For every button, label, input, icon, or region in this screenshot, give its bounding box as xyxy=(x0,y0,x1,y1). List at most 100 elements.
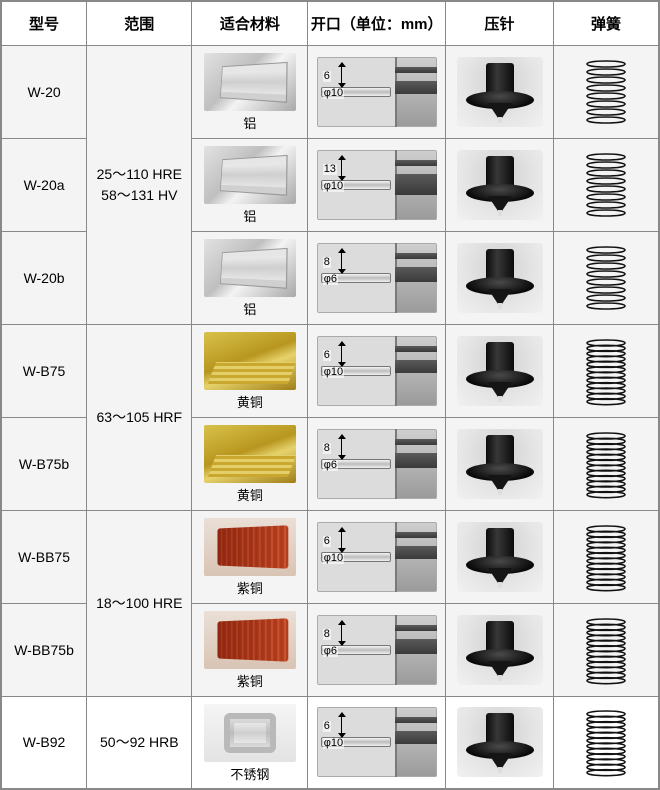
spring-cell xyxy=(553,510,659,603)
material-cell: 紫铜 xyxy=(192,510,308,603)
opening-diagram: 8φ6 xyxy=(317,243,437,313)
opening-slot xyxy=(395,346,437,352)
model-cell: W-B92 xyxy=(1,696,87,789)
dimension-arrow-icon xyxy=(341,528,351,552)
opening-cell: 6φ10 xyxy=(308,510,446,603)
opening-slot xyxy=(395,160,437,166)
dimension-arrow-icon xyxy=(341,342,351,366)
spring-cell xyxy=(553,324,659,417)
opening-diameter-value: φ6 xyxy=(323,460,338,471)
spring-icon xyxy=(581,242,631,314)
material-label: 黄铜 xyxy=(192,485,307,504)
opening-slot xyxy=(395,625,437,631)
indenter-tip xyxy=(498,489,502,495)
range-cell: 25～110 HRE58～131 HV xyxy=(87,45,192,324)
spring-cell xyxy=(553,603,659,696)
indenter-cell xyxy=(446,603,554,696)
opening-slot xyxy=(395,453,437,469)
indenter-cell xyxy=(446,45,554,138)
table-header: 型号 范围 适合材料 开口（单位：mm） 压针 弹簧 xyxy=(1,1,659,45)
opening-diagram: 13φ10 xyxy=(317,150,437,220)
opening-height-value: 8 xyxy=(323,257,331,268)
material-thumb-brass xyxy=(204,332,296,390)
material-cell: 黄铜 xyxy=(192,324,308,417)
material-label: 紫铜 xyxy=(192,578,307,597)
header-row: 型号 范围 适合材料 开口（单位：mm） 压针 弹簧 xyxy=(1,1,659,45)
opening-height-value: 8 xyxy=(323,443,331,454)
material-cell: 铝 xyxy=(192,231,308,324)
indenter-tip xyxy=(498,582,502,588)
opening-diagram: 6φ10 xyxy=(317,522,437,592)
material-thumb-aluminum xyxy=(204,146,296,204)
table-row: W-BB7518～100 HRE紫铜6φ10 xyxy=(1,510,659,603)
material-cell: 紫铜 xyxy=(192,603,308,696)
indenter-stem xyxy=(486,63,514,95)
header-range: 范围 xyxy=(87,1,192,45)
indenter-stem xyxy=(486,342,514,374)
indenter-cell xyxy=(446,696,554,789)
material-cell: 铝 xyxy=(192,138,308,231)
indenter-cell xyxy=(446,510,554,603)
material-thumb-brass xyxy=(204,425,296,483)
opening-cell: 6φ10 xyxy=(308,696,446,789)
model-cell: W-20a xyxy=(1,138,87,231)
model-cell: W-20b xyxy=(1,231,87,324)
material-label: 紫铜 xyxy=(192,671,307,690)
material-thumb-aluminum xyxy=(204,53,296,111)
model-cell: W-20 xyxy=(1,45,87,138)
indenter-cell xyxy=(446,231,554,324)
indenter-tip xyxy=(498,303,502,309)
model-cell: W-BB75b xyxy=(1,603,87,696)
indenter-tip xyxy=(498,675,502,681)
header-material: 适合材料 xyxy=(192,1,308,45)
opening-slot xyxy=(395,253,437,259)
indenter-tip xyxy=(498,210,502,216)
indenter-stem xyxy=(486,621,514,653)
indenter-tip xyxy=(498,117,502,123)
opening-diameter-value: φ6 xyxy=(323,646,338,657)
material-label: 铝 xyxy=(192,206,307,225)
model-cell: W-B75 xyxy=(1,324,87,417)
header-spring: 弹簧 xyxy=(553,1,659,45)
indenter-stem xyxy=(486,435,514,467)
opening-slot xyxy=(395,717,437,723)
indenter-icon xyxy=(457,707,543,777)
header-model: 型号 xyxy=(1,1,87,45)
indenter-icon xyxy=(457,57,543,127)
material-cell: 黄铜 xyxy=(192,417,308,510)
opening-slot xyxy=(395,267,437,283)
dimension-arrow-icon xyxy=(341,435,351,459)
dimension-arrow-icon xyxy=(341,713,351,737)
table-row: W-2025～110 HRE58～131 HV铝6φ10 xyxy=(1,45,659,138)
spring-cell xyxy=(553,696,659,789)
opening-diagram: 6φ10 xyxy=(317,336,437,406)
opening-slot xyxy=(395,439,437,445)
spring-cell xyxy=(553,231,659,324)
dimension-arrow-icon xyxy=(341,621,351,645)
indenter-tip xyxy=(498,767,502,773)
indenter-cell xyxy=(446,417,554,510)
opening-slot xyxy=(395,532,437,538)
spring-icon xyxy=(581,149,631,221)
indenter-cell xyxy=(446,138,554,231)
opening-cell: 8 φ6 xyxy=(308,603,446,696)
header-opening: 开口（单位：mm） xyxy=(308,1,446,45)
opening-slot xyxy=(395,81,437,94)
opening-slot xyxy=(395,639,437,655)
header-indenter: 压针 xyxy=(446,1,554,45)
opening-cell: 6φ10 xyxy=(308,324,446,417)
opening-diagram: 8 φ6 xyxy=(317,429,437,499)
indenter-stem xyxy=(486,249,514,281)
opening-diameter-value: φ10 xyxy=(323,88,344,99)
dimension-arrow-icon xyxy=(341,249,351,273)
spring-icon xyxy=(581,706,631,778)
range-cell: 63～105 HRF xyxy=(87,324,192,510)
spring-cell xyxy=(553,45,659,138)
opening-slot xyxy=(395,731,437,744)
opening-cell: 8 φ6 xyxy=(308,417,446,510)
indenter-icon xyxy=(457,429,543,499)
opening-cell: 6φ10 xyxy=(308,45,446,138)
opening-height-value: 8 xyxy=(323,629,331,640)
model-cell: W-BB75 xyxy=(1,510,87,603)
opening-slot xyxy=(395,360,437,373)
